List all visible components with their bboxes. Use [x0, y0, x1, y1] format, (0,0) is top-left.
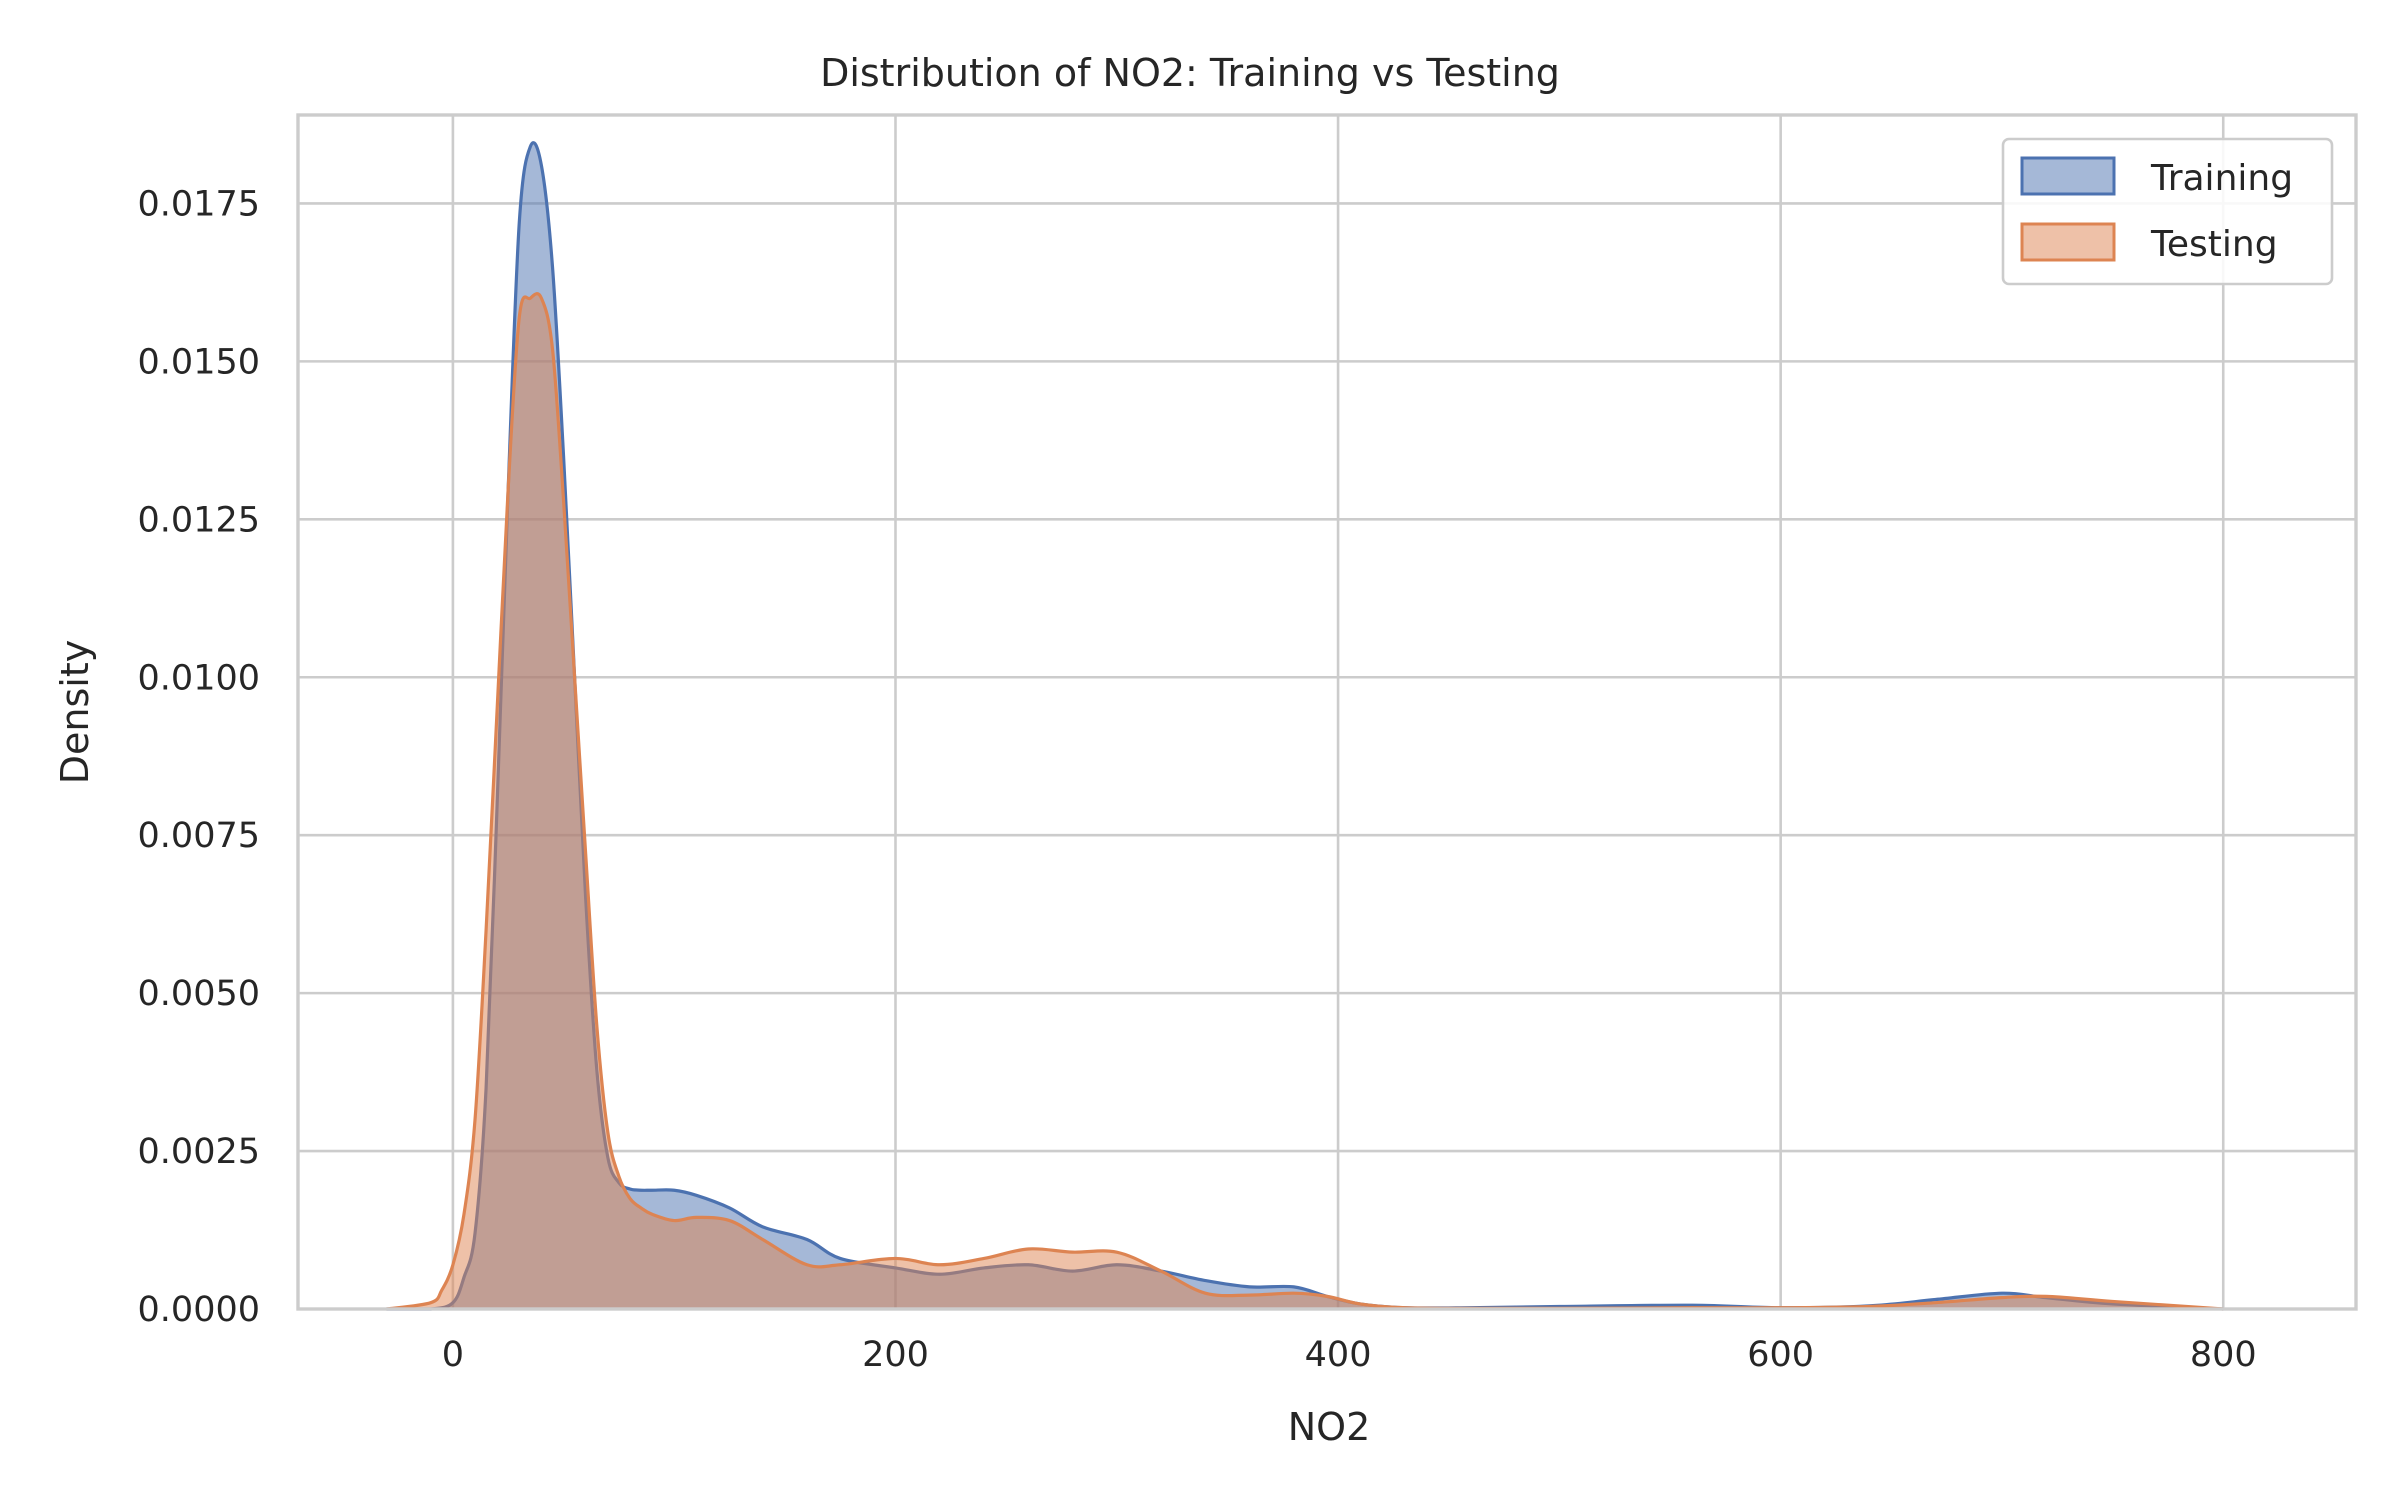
grid	[298, 115, 2356, 1311]
axes-frame	[296, 113, 2358, 1311]
testing-legend-label: Testing	[2150, 224, 2278, 265]
y-tick-label: 0.0175	[138, 184, 260, 224]
x-tick-label: 0	[442, 1335, 464, 1375]
y-tick-label: 0.0000	[138, 1290, 260, 1330]
legend: Training Testing	[2001, 137, 2334, 286]
x-axis-label: NO2	[1288, 1405, 1371, 1449]
plot-frame	[296, 113, 2358, 1311]
x-tick-label: 400	[1305, 1335, 1372, 1375]
y-tick-label: 0.0075	[138, 816, 260, 856]
y-tick-label: 0.0150	[138, 342, 260, 382]
x-tick-label: 600	[1747, 1335, 1814, 1375]
y-tick-label: 0.0100	[138, 658, 260, 698]
training-legend-label: Training	[2150, 158, 2293, 199]
y-tick-label: 0.0025	[138, 1132, 260, 1172]
x-tick-label: 800	[2190, 1335, 2257, 1375]
chart-title: Distribution of NO2: Training vs Testing	[820, 51, 1560, 95]
testing-legend-swatch	[2020, 222, 2116, 262]
y-tick-label: 0.0050	[138, 974, 260, 1014]
x-tick-label: 200	[862, 1335, 929, 1375]
tick-labels: 0 200 400 600 800 0.0000 0.0025 0.0050 0.0075 0.0…	[138, 184, 2257, 1375]
training-legend-swatch	[2020, 156, 2116, 196]
testing-density-area	[386, 293, 2224, 1309]
y-axis-label: Density	[53, 640, 97, 784]
y-tick-label: 0.0125	[138, 500, 260, 540]
